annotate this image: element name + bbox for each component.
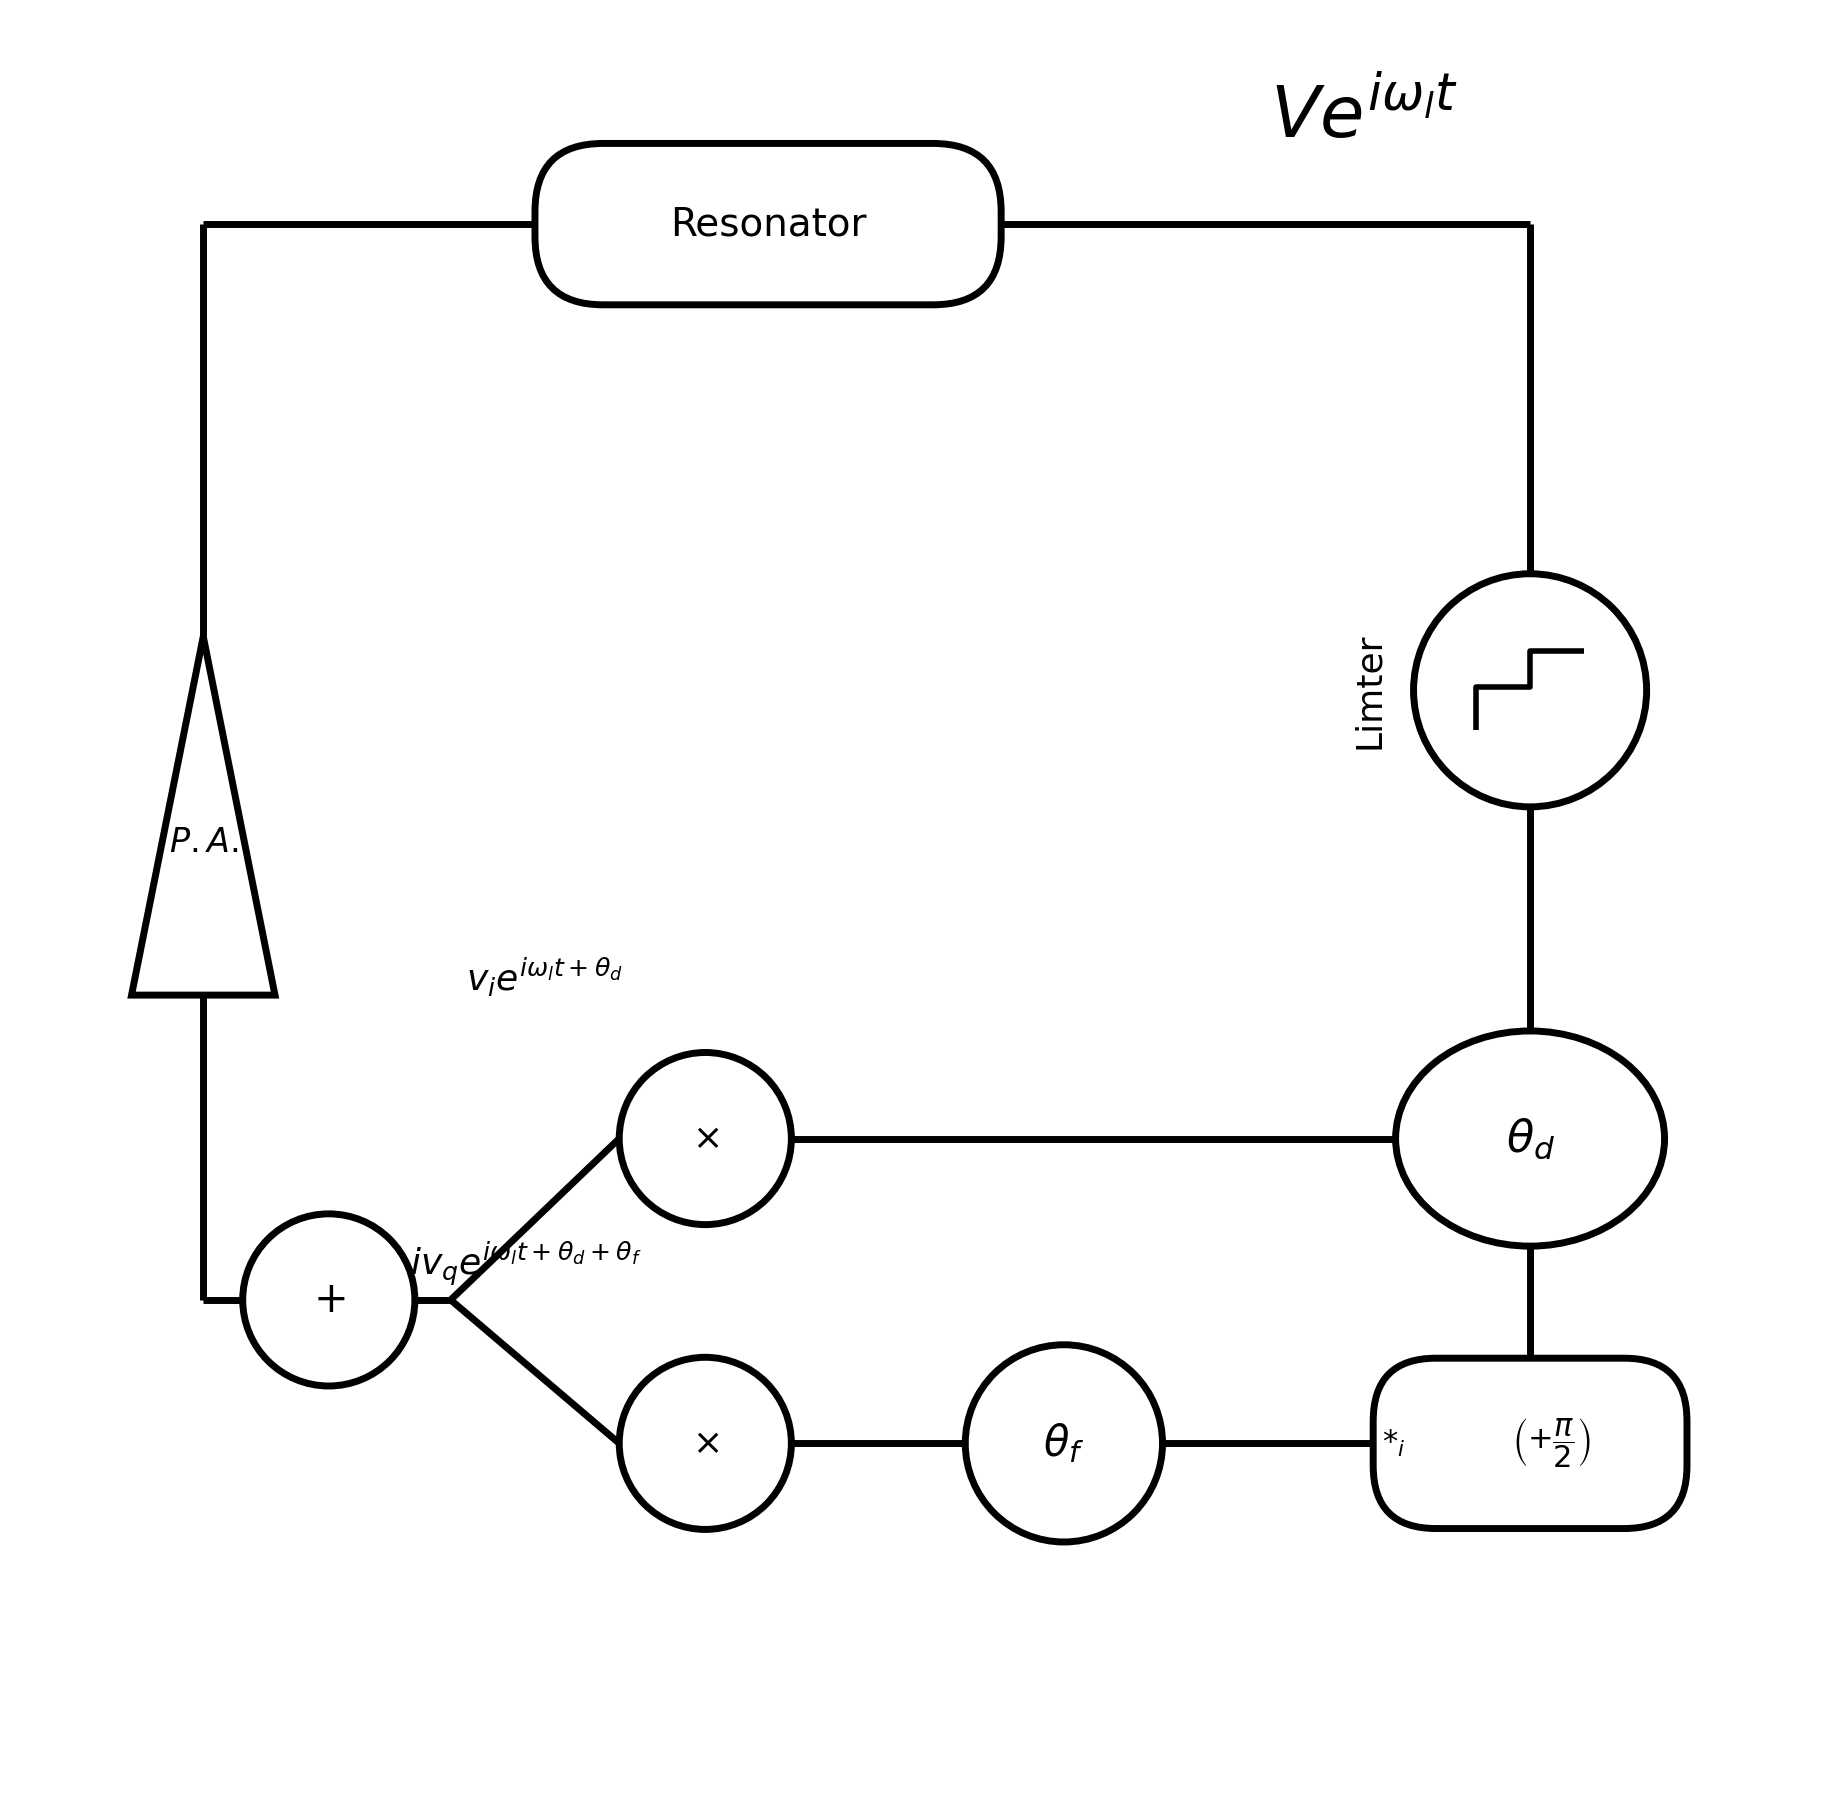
Text: $\left(+\dfrac{\pi}{2}\right)$: $\left(+\dfrac{\pi}{2}\right)$ — [1513, 1416, 1591, 1470]
Text: $P.A.$: $P.A.$ — [170, 827, 237, 859]
Circle shape — [242, 1214, 416, 1386]
Text: $Ve^{i\omega_l t}$: $Ve^{i\omega_l t}$ — [1271, 81, 1458, 152]
FancyBboxPatch shape — [1373, 1359, 1686, 1528]
Text: $v_i e^{i\omega_l t+\theta_d}$: $v_i e^{i\omega_l t+\theta_d}$ — [465, 956, 622, 999]
Circle shape — [1413, 574, 1646, 807]
Text: Resonator: Resonator — [669, 204, 866, 244]
Text: $+$: $+$ — [312, 1278, 345, 1321]
Circle shape — [966, 1345, 1163, 1542]
Text: $\theta_f$: $\theta_f$ — [1043, 1422, 1085, 1465]
Text: $\times$: $\times$ — [691, 1122, 718, 1155]
Text: $\times$: $\times$ — [691, 1427, 718, 1460]
Ellipse shape — [1396, 1031, 1664, 1246]
Text: $iv_q e^{i\omega_l t+\theta_d+\theta_f}$: $iv_q e^{i\omega_l t+\theta_d+\theta_f}$ — [410, 1241, 642, 1287]
FancyBboxPatch shape — [534, 143, 1001, 305]
Text: $*_i$: $*_i$ — [1382, 1427, 1406, 1460]
Text: $\theta_d$: $\theta_d$ — [1506, 1117, 1555, 1160]
Circle shape — [620, 1357, 791, 1529]
Text: Limter: Limter — [1351, 633, 1385, 748]
Circle shape — [620, 1052, 791, 1225]
